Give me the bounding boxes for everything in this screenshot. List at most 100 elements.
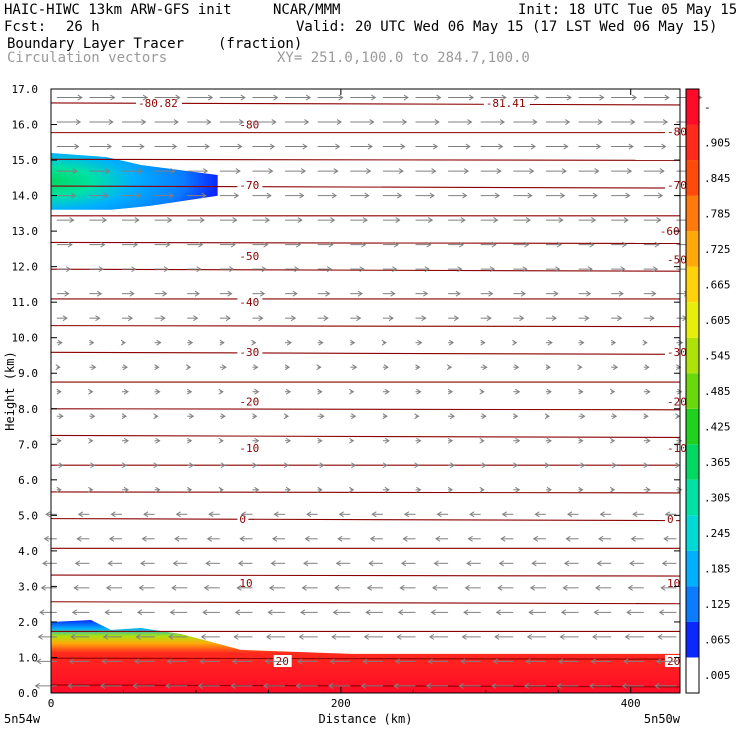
- vector-arrowhead: [498, 143, 504, 150]
- vector-arrowhead: [382, 462, 388, 469]
- vector-arrowhead: [107, 560, 113, 567]
- contour-label: 0: [667, 513, 674, 526]
- vector-arrowhead: [493, 217, 499, 224]
- fcst-value: 26 h: [66, 19, 100, 35]
- vector-arrowhead: [173, 119, 179, 125]
- vector-arrowhead: [208, 511, 214, 518]
- vector-arrowhead: [629, 560, 635, 567]
- vector-arrowhead: [400, 560, 407, 567]
- vector-arrowhead: [369, 119, 375, 125]
- vector-arrowhead: [306, 511, 312, 518]
- vector-arrowhead: [382, 413, 388, 420]
- vector-arrowhead: [175, 511, 181, 518]
- vector-arrowhead: [140, 560, 146, 567]
- vector-arrowhead: [297, 217, 303, 224]
- vector-arrowhead: [515, 486, 521, 493]
- valid-time: Valid: 20 UTC Wed 06 May 15 (17 LST Wed …: [296, 19, 718, 35]
- contour-label: -80: [239, 119, 259, 132]
- vector-arrowhead: [587, 266, 593, 273]
- vector-arrowhead: [70, 192, 77, 199]
- vector-arrowhead: [362, 217, 368, 224]
- vector-arrowhead: [388, 315, 394, 322]
- vector-arrowhead: [351, 413, 357, 420]
- contour-line: [50, 408, 681, 411]
- vector-arrowhead: [77, 511, 84, 518]
- vector-arrowhead: [430, 609, 436, 616]
- colorbar-swatch: [686, 657, 699, 693]
- vector-arrowhead: [319, 413, 325, 420]
- vector-arrowhead: [642, 339, 648, 346]
- vector-arrowhead: [460, 658, 466, 665]
- vector-arrowhead: [677, 437, 683, 444]
- vector-arrowhead: [520, 290, 527, 297]
- vector-arrowhead: [436, 94, 442, 101]
- vector-arrowhead: [88, 437, 94, 444]
- x-tick-label: 400: [621, 697, 641, 710]
- vector-arrowhead: [371, 511, 377, 518]
- vector-arrowhead: [304, 119, 310, 125]
- vector-arrowhead: [397, 609, 404, 616]
- vector-arrowhead: [544, 413, 550, 420]
- vector-arrowhead: [436, 511, 442, 518]
- vector-arrowhead: [262, 682, 269, 689]
- vector-arrowhead: [515, 388, 521, 395]
- vector-arrowhead: [534, 511, 540, 518]
- vector-arrowhead: [328, 241, 334, 248]
- vector-arrowhead: [284, 364, 291, 371]
- vector-arrowhead: [220, 462, 226, 469]
- contour-label-bg: [135, 97, 182, 110]
- vector-arrowhead: [101, 658, 107, 665]
- vector-arrowhead: [317, 388, 323, 395]
- vector-arrowhead: [99, 682, 106, 689]
- colorbar-label: .665: [704, 278, 731, 291]
- vector-arrowhead: [630, 535, 636, 542]
- vector-arrowhead: [199, 658, 205, 665]
- vector-arrowhead: [525, 658, 531, 665]
- colorbar-label: .845: [704, 172, 731, 185]
- vector-arrowhead: [39, 609, 45, 616]
- vector-arrowhead: [527, 192, 533, 199]
- vector-arrowhead: [65, 266, 72, 273]
- vector-arrowhead: [461, 633, 467, 640]
- vector-arrowhead: [96, 290, 103, 297]
- vector-arrowhead: [230, 682, 236, 689]
- vector-arrowhead: [414, 462, 420, 469]
- vector-arrowhead: [649, 315, 655, 322]
- vector-arrowhead: [558, 217, 564, 224]
- vector-arrowhead: [270, 560, 276, 567]
- contour-line: [50, 657, 681, 660]
- vector-arrowhead: [609, 437, 616, 444]
- vector-arrowhead: [630, 119, 636, 125]
- vector-arrowhead: [73, 584, 79, 591]
- vector-arrowhead: [104, 609, 110, 616]
- vector-arrowhead: [337, 535, 343, 542]
- colorbar-swatch: [686, 302, 699, 338]
- vector-arrowhead: [661, 143, 667, 150]
- vector-arrowhead: [586, 290, 592, 297]
- vector-arrowhead: [435, 535, 441, 542]
- vector-arrowhead: [234, 609, 241, 616]
- vector-arrowhead: [205, 560, 211, 567]
- vector-arrowhead: [591, 217, 597, 224]
- colorbar-label: .725: [704, 243, 731, 256]
- vector-arrowhead: [498, 560, 504, 567]
- y-tick-label: 9.0: [18, 367, 38, 380]
- vector-arrowhead: [594, 168, 600, 174]
- vector-arrowhead: [360, 682, 366, 689]
- vector-arrowhead: [251, 339, 257, 346]
- vector-arrowhead: [319, 462, 325, 469]
- colorbar-swatch: [686, 89, 699, 125]
- vector-arrowhead: [546, 437, 552, 444]
- vector-arrowhead: [643, 462, 649, 469]
- vector-arrowhead: [565, 119, 571, 125]
- vector-arrowhead: [631, 94, 638, 101]
- vector-arrowhead: [433, 560, 439, 567]
- y-tick-label: 6.0: [18, 474, 38, 487]
- vector-arrowhead: [76, 535, 82, 542]
- vector-arrowhead: [193, 315, 199, 322]
- colorbar-label: .605: [704, 314, 731, 327]
- colorbar-swatch: [686, 373, 699, 409]
- vector-arrowhead: [334, 584, 340, 591]
- plot-frame: [50, 88, 681, 694]
